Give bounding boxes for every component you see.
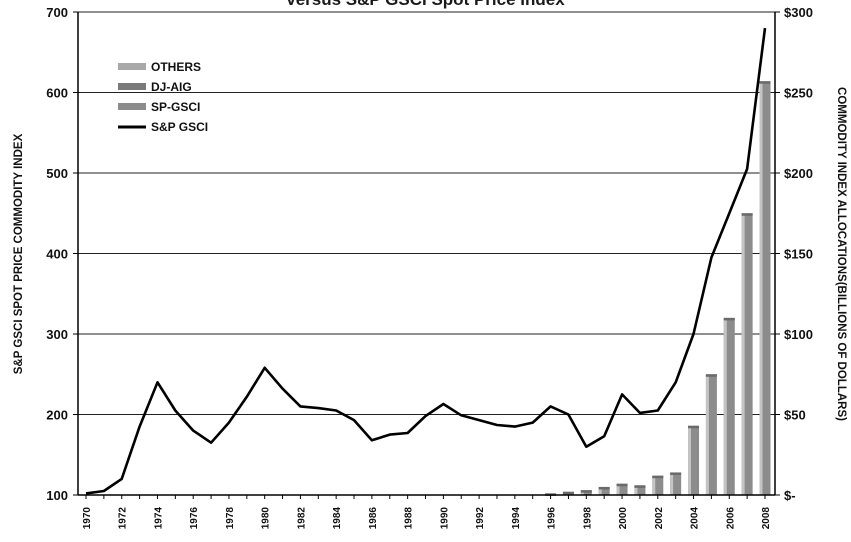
bar-top — [759, 81, 771, 84]
bar-top — [741, 213, 753, 216]
x-tick-label: 1970 — [82, 507, 93, 530]
left-axis-ticks: 100 200 300 400 500 600 700 — [46, 5, 78, 503]
sp-gsci-line — [85, 27, 767, 495]
x-tick-label: 1988 — [404, 507, 415, 530]
y2-tick-label: $100 — [784, 327, 813, 342]
x-tick-label: 1998 — [582, 507, 593, 530]
x-tick-label: 2006 — [725, 507, 736, 530]
bar — [670, 472, 682, 495]
y2-axis-label: COMMODITY INDEX ALLOCATIONS(BILLIONS OF … — [835, 87, 847, 421]
bar — [634, 485, 646, 495]
x-tick-label: 1984 — [332, 507, 343, 530]
x-tick-label: 2004 — [690, 507, 701, 530]
x-tick-label: 1986 — [368, 507, 379, 530]
y-tick-label: 500 — [46, 166, 68, 181]
x-tick-label: 1974 — [153, 507, 164, 530]
x-tick-label: 2008 — [761, 507, 772, 530]
y-tick-label: 700 — [46, 5, 68, 20]
bar — [616, 483, 628, 495]
legend-swatch-sp-gsci — [118, 103, 146, 110]
bar-top — [562, 491, 574, 495]
x-tick-label: 1990 — [439, 507, 450, 530]
bar-top — [598, 486, 610, 490]
x-axis-ticks: 1970 1972 1974 1976 1978 1980 1982 1984 1986 1988… — [82, 495, 772, 529]
bar — [741, 213, 753, 495]
y2-tick-label: $150 — [784, 247, 813, 262]
y2-tick-label: $300 — [784, 5, 813, 20]
bar-series — [545, 81, 771, 496]
x-tick-label: 1992 — [475, 507, 486, 530]
x-tick-label: 2002 — [654, 507, 665, 530]
x-tick-label: 1976 — [189, 507, 200, 530]
right-axis-ticks: $- $50 $100 $150 $200 $250 $300 — [775, 5, 813, 503]
legend-label-dj-aig: DJ-AIG — [151, 80, 192, 94]
legend: OTHERS DJ-AIG SP-GSCI S&P GSCI — [118, 60, 208, 134]
bar-top — [580, 490, 592, 493]
line-series — [85, 27, 767, 495]
bar — [759, 81, 771, 495]
bar-highlight — [741, 213, 745, 495]
legend-label-others: OTHERS — [151, 60, 201, 74]
bar-highlight — [670, 472, 674, 495]
bar — [723, 317, 735, 495]
bar-highlight — [705, 374, 709, 495]
x-tick-label: 1996 — [547, 507, 558, 530]
legend-label-sp-gsci: SP-GSCI — [151, 100, 200, 114]
legend-swatch-others — [118, 63, 146, 70]
y-axis-label: S&P GSCI SPOT PRICE COMMODITY INDEX — [13, 133, 25, 374]
x-tick-label: 1980 — [261, 507, 272, 530]
y2-tick-label: $- — [784, 488, 796, 503]
y-tick-label: 600 — [46, 86, 68, 101]
x-tick-label: 1972 — [118, 507, 129, 530]
bar-top — [652, 475, 664, 479]
x-tick-label: 2000 — [618, 507, 629, 530]
chart-title: Versus S&P GSCI Spot Price Index — [285, 0, 565, 9]
bar-top — [670, 472, 682, 475]
x-tick-label: 1994 — [511, 507, 522, 530]
legend-swatch-dj-aig — [118, 83, 146, 90]
bar-highlight — [688, 425, 692, 495]
bar — [705, 374, 717, 495]
bar — [652, 475, 664, 495]
bar-highlight — [634, 485, 638, 495]
bar — [598, 486, 610, 495]
bar-highlight — [616, 483, 620, 495]
bar-top — [688, 425, 700, 429]
y2-tick-label: $200 — [784, 166, 813, 181]
bar-top — [705, 374, 717, 377]
bar-top — [634, 485, 646, 488]
bar-top — [723, 317, 735, 321]
y2-tick-label: $250 — [784, 86, 813, 101]
x-tick-label: 1982 — [296, 507, 307, 530]
bar-highlight — [598, 486, 602, 495]
bar-highlight — [723, 317, 727, 495]
y-tick-label: 400 — [46, 247, 68, 262]
y2-tick-label: $50 — [784, 408, 806, 423]
legend-label-sp-gsci-line: S&P GSCI — [151, 120, 208, 134]
gridlines — [78, 11, 775, 415]
bar-top — [616, 483, 628, 487]
y-tick-label: 100 — [46, 488, 68, 503]
bar-highlight — [759, 81, 763, 495]
x-tick-label: 1978 — [225, 507, 236, 530]
bar-highlight — [652, 475, 656, 495]
y-tick-label: 300 — [46, 327, 68, 342]
y-tick-label: 200 — [46, 408, 68, 423]
bar — [688, 425, 700, 495]
